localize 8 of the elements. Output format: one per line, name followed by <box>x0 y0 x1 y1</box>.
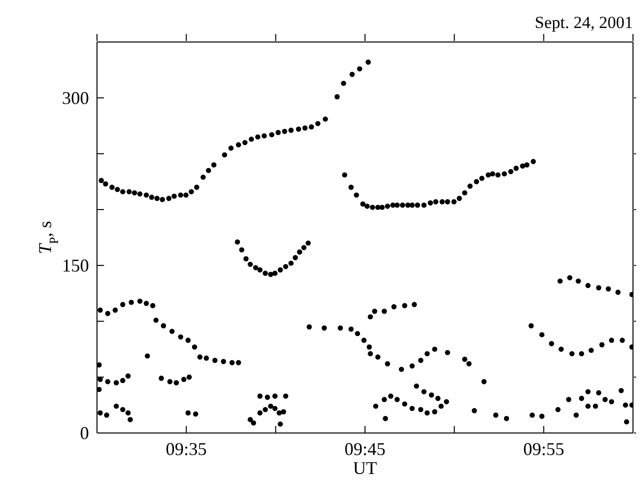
x-tick-label: 09:35 <box>166 439 207 459</box>
y-tick-label: 300 <box>62 88 89 108</box>
x-tick-label: 09:45 <box>344 439 386 459</box>
x-axis-title: UT <box>353 458 377 478</box>
y-tick-label: 150 <box>62 255 89 276</box>
x-tick-label: 09:55 <box>523 439 564 459</box>
y-tick-label: 0 <box>80 423 89 443</box>
text: Sept. 24, 2001 <box>534 13 633 32</box>
